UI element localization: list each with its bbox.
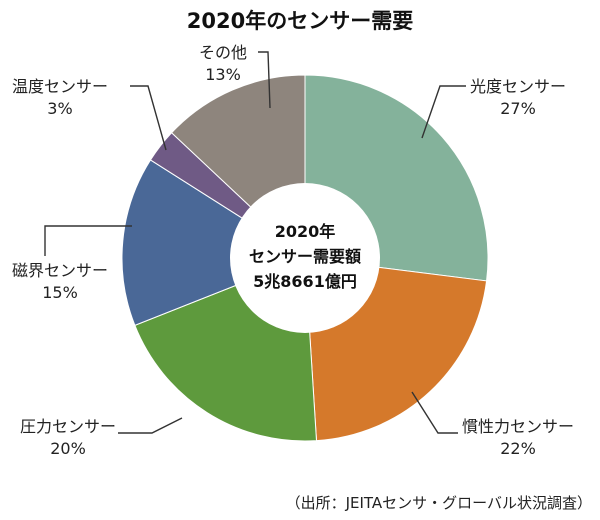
donut-hole: [230, 183, 380, 333]
leader-light: [421, 85, 466, 139]
center-line-2: センサー需要額: [249, 247, 361, 266]
slice-magnetic: [121, 159, 307, 327]
slice-value-temperature: 3%: [47, 99, 72, 118]
leader-other: [258, 51, 271, 109]
slice-value-light: 27%: [500, 99, 536, 118]
slice-value-inertial: 22%: [500, 439, 536, 458]
slice-labels: 光度センサー 27% 慣性力センサー 22% 圧力センサー 20% 磁界センサー 15% 温度セ…: [12, 43, 574, 458]
leader-pressure: [118, 417, 183, 434]
slice-label-other: その他: [199, 43, 247, 62]
leader-lines: [44, 51, 466, 434]
chart-title: 2020年のセンサー需要: [187, 9, 413, 33]
leader-magnetic: [44, 225, 132, 256]
center-line-1: 2020年: [275, 222, 336, 241]
center-line-3: 5兆8661億円: [253, 272, 357, 291]
slice-value-pressure: 20%: [50, 439, 86, 458]
leader-temperature: [130, 85, 167, 151]
slice-label-inertial: 慣性力センサー: [462, 417, 574, 436]
slice-value-other: 13%: [205, 65, 241, 84]
slice-label-temperature: 温度センサー: [12, 77, 108, 96]
leader-inertial: [411, 391, 458, 434]
slice-label-magnetic: 磁界センサー: [12, 261, 108, 280]
slice-value-magnetic: 15%: [42, 283, 78, 302]
slice-label-pressure: 圧力センサー: [20, 417, 116, 436]
source-note: （出所：JEITAセンサ・グローバル状況調査）: [286, 494, 592, 512]
center-label: 2020年 センサー需要額 5兆8661億円: [249, 222, 361, 291]
slice-label-light: 光度センサー: [470, 77, 566, 96]
